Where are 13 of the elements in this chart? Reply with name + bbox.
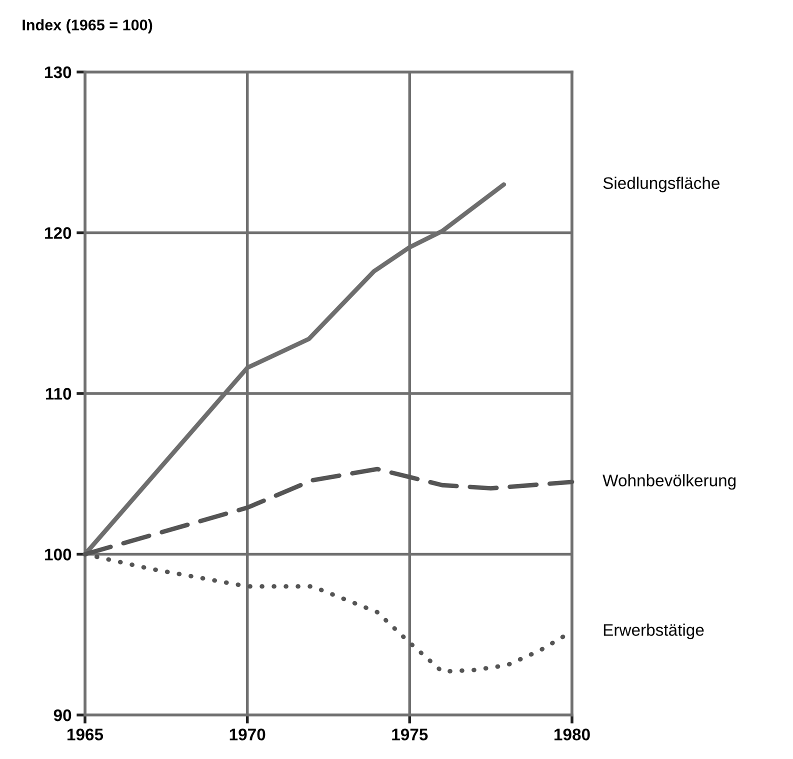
y-tick-label: 120	[45, 227, 72, 239]
x-tick-label: 1975	[392, 728, 428, 740]
series-label: Wohnbevölkerung	[602, 474, 736, 490]
y-tick-label: 130	[45, 66, 72, 78]
x-tick-label: 1965	[68, 728, 104, 740]
x-tick-label: 1970	[230, 728, 266, 740]
text: Siedlungsfläche	[603, 176, 720, 192]
y-tick-label: 90	[54, 709, 72, 722]
x-tick-label: 1980	[554, 728, 590, 740]
series-label: Erwerbstätige	[604, 624, 704, 640]
y-tick-label: 110	[46, 388, 72, 400]
y-tick-label: 100	[45, 548, 72, 560]
y-axis-title: Index (1965 = 100)	[22, 19, 152, 34]
